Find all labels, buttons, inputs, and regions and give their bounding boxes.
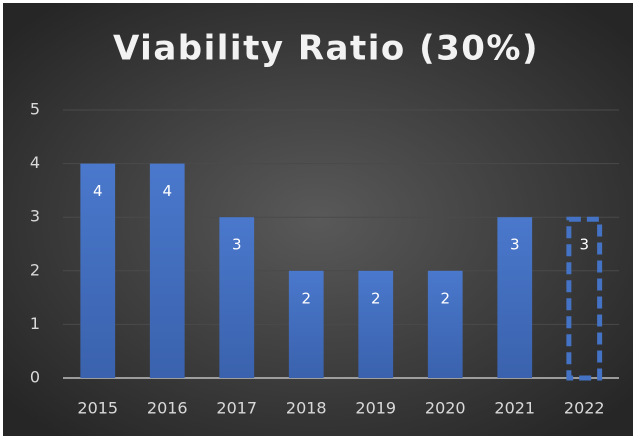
x-tick-label: 2020 xyxy=(425,399,466,418)
data-label: 3 xyxy=(579,236,589,254)
data-label: 4 xyxy=(162,182,172,200)
data-label: 2 xyxy=(440,289,450,307)
bar xyxy=(427,270,463,378)
y-tick-label: 3 xyxy=(30,207,40,226)
data-label: 3 xyxy=(510,236,520,254)
x-tick-label: 2016 xyxy=(147,399,188,418)
x-tick-label: 2019 xyxy=(355,399,396,418)
bar xyxy=(566,216,603,381)
bar xyxy=(219,217,255,378)
data-label: 3 xyxy=(232,236,242,254)
y-tick-label: 5 xyxy=(30,100,40,119)
x-tick-label: 2021 xyxy=(494,399,535,418)
data-label: 2 xyxy=(371,289,381,307)
bar xyxy=(497,217,533,378)
y-tick-label: 1 xyxy=(30,314,40,333)
bar xyxy=(149,163,185,378)
bar xyxy=(358,270,394,378)
data-label: 4 xyxy=(93,182,103,200)
bar xyxy=(80,163,116,378)
data-label: 2 xyxy=(301,289,311,307)
x-tick-label: 2017 xyxy=(216,399,257,418)
y-tick-label: 4 xyxy=(30,153,40,172)
y-tick-label: 2 xyxy=(30,260,40,279)
x-tick-label: 2022 xyxy=(564,399,605,418)
y-tick-label: 0 xyxy=(30,368,40,387)
bar xyxy=(288,270,324,378)
x-tick-label: 2018 xyxy=(286,399,327,418)
chart-title: Viability Ratio (30%) xyxy=(113,29,539,69)
x-tick-label: 2015 xyxy=(77,399,118,418)
